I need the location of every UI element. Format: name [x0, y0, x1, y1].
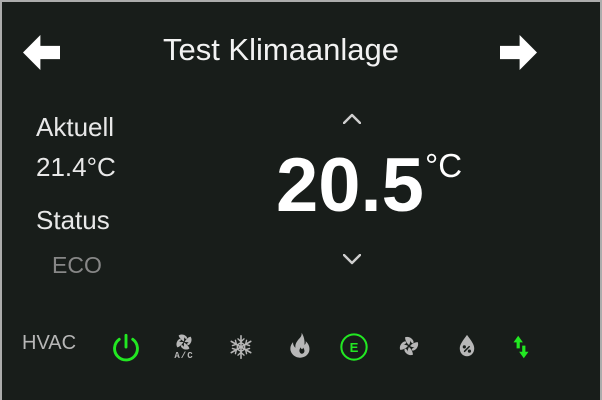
- svg-text:E: E: [350, 340, 359, 355]
